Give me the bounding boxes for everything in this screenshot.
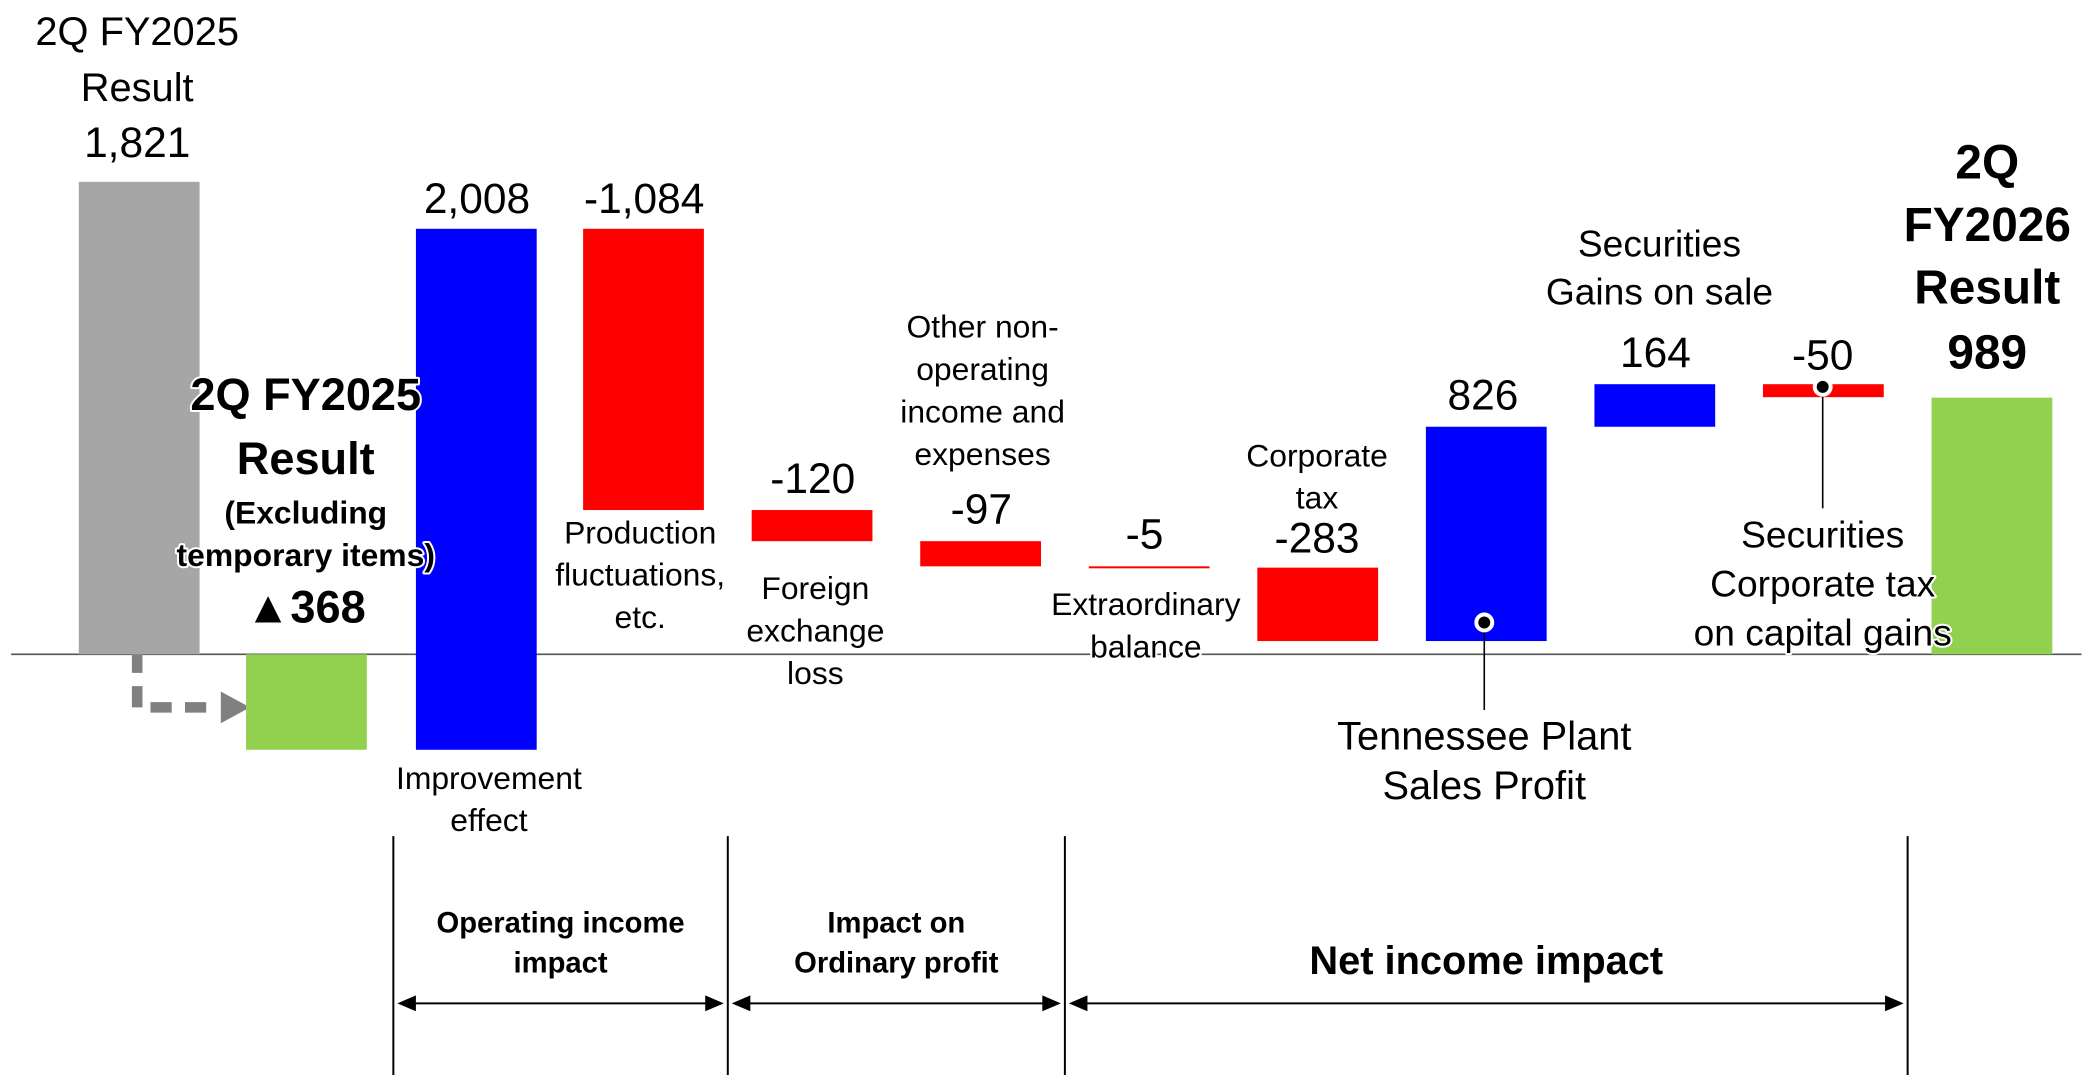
bar <box>1257 567 1379 642</box>
value-label: -50 <box>1792 332 1853 379</box>
category-label: exchange <box>746 612 884 648</box>
bar <box>1931 397 2053 655</box>
value-label: 1,821 <box>84 119 190 166</box>
category-label: Result <box>81 66 194 110</box>
category-label: balance <box>1090 628 1202 664</box>
value-label: -283 <box>1275 515 1360 562</box>
category-label: FY2026 <box>1904 199 2071 252</box>
value-label: -120 <box>770 455 855 502</box>
bar <box>1594 384 1716 427</box>
arrow-head <box>397 995 416 1012</box>
category-label: fluctuations, <box>555 557 725 593</box>
value-label: ▲368 <box>246 581 366 632</box>
category-label: 2Q FY2025 <box>190 369 421 420</box>
category-label: Corporate <box>1246 437 1388 473</box>
value-label: 2,008 <box>424 175 530 222</box>
bar <box>583 228 704 511</box>
category-label: operating <box>916 351 1049 387</box>
arrow-head <box>1068 995 1088 1012</box>
category-label: Result <box>237 433 375 484</box>
category-label: 2Q FY2025 <box>35 10 239 54</box>
category-label: Gains on sale <box>1546 270 1773 312</box>
value-label: 164 <box>1620 329 1691 376</box>
category-label: Other non- <box>906 309 1058 345</box>
value-label: -1,084 <box>584 175 704 222</box>
category-label: temporary items) <box>177 537 435 573</box>
arrow-head <box>1042 995 1061 1012</box>
leader-dot <box>1812 376 1833 397</box>
arrow-head <box>220 691 251 724</box>
bar <box>415 228 537 750</box>
section-label: Ordinary profit <box>794 948 999 980</box>
category-label: loss <box>787 655 844 691</box>
section-label: Operating income <box>436 908 684 940</box>
category-label: Extraordinary <box>1051 586 1240 622</box>
bar <box>1425 426 1547 642</box>
section-label: impact <box>514 948 608 980</box>
category-label: Result <box>1914 261 2060 314</box>
section-label: Impact on <box>827 908 965 940</box>
category-label: effect <box>450 802 527 838</box>
arrow-head <box>705 995 724 1012</box>
category-label: Improvement <box>396 760 582 796</box>
bar <box>920 541 1041 567</box>
category-label: income and <box>900 393 1065 429</box>
bar <box>246 654 367 750</box>
category-label: Production <box>564 514 716 550</box>
category-label: on capital gains <box>1694 612 1952 654</box>
category-label: Securities <box>1741 513 1904 555</box>
section-label: Net income impact <box>1309 939 1663 983</box>
category-label: etc. <box>615 599 666 635</box>
category-label: Foreign <box>761 570 869 606</box>
bar <box>78 181 200 655</box>
category-label: tax <box>1296 480 1339 516</box>
category-label: (Excluding <box>224 494 387 530</box>
value-label: -5 <box>1126 511 1164 558</box>
bar <box>751 510 873 542</box>
category-label: expenses <box>914 436 1050 472</box>
arrow-head <box>731 995 751 1012</box>
category-label: Tennessee Plant <box>1337 715 1631 759</box>
value-label: -97 <box>951 486 1012 533</box>
value-label: 826 <box>1448 371 1519 418</box>
carry-arrow <box>131 617 213 713</box>
leader-dot <box>1474 612 1495 633</box>
value-label: 989 <box>1947 326 2027 379</box>
category-label: 2Q <box>1955 137 2019 190</box>
category-label: Securities <box>1578 223 1741 265</box>
bar <box>1088 566 1210 569</box>
category-label: Corporate tax <box>1710 562 1936 604</box>
category-label: Sales Profit <box>1383 764 1586 808</box>
arrow-head <box>1885 995 1904 1012</box>
